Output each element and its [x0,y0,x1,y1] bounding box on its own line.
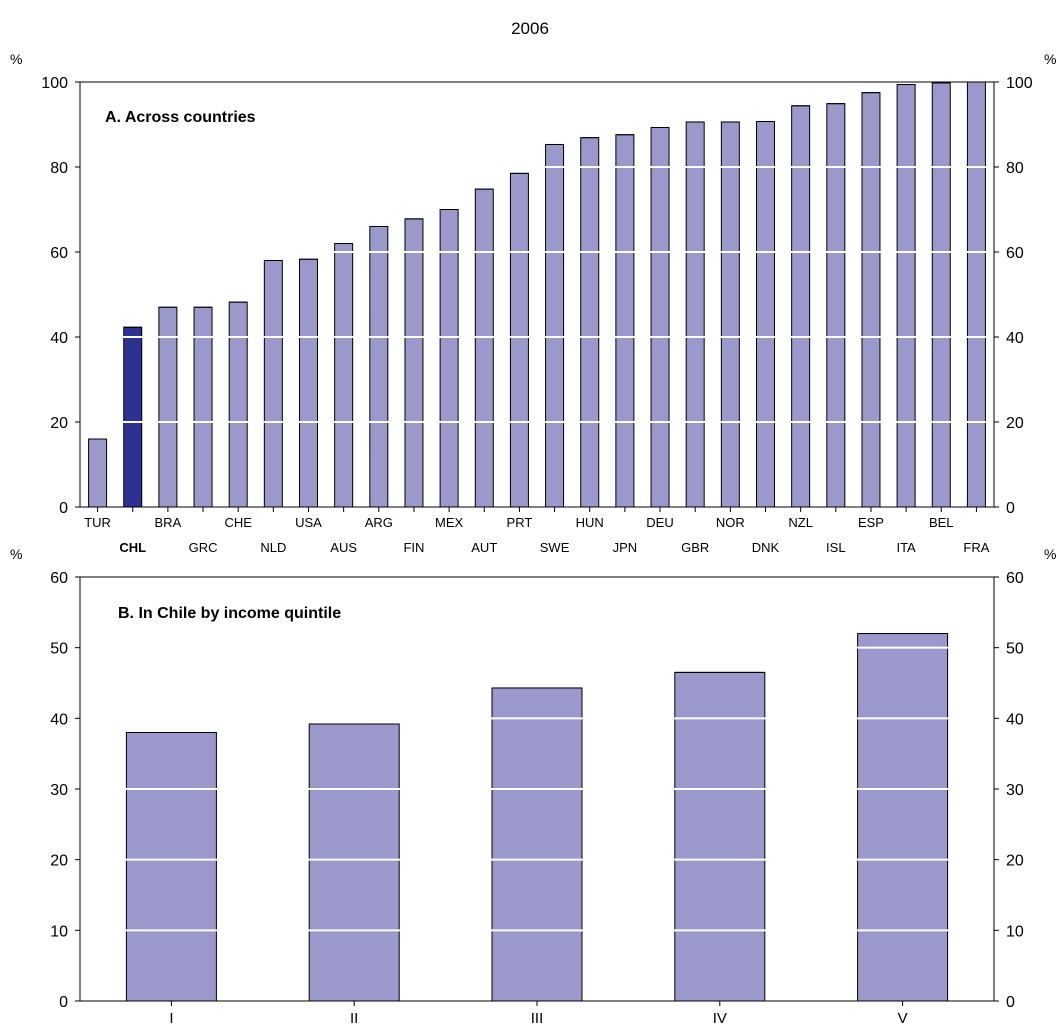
panel-a-xtick-label: DEU [646,515,673,530]
panel-b-ytick-label-left: 0 [59,994,68,1011]
panel-a-bar-mex [439,209,459,508]
panel-b-ytick-label-left: 20 [50,853,68,870]
panel-a-ytick-label-left: 0 [59,500,68,517]
panel-a-bar-esp [861,92,881,508]
panel-a-xtick-label: FIN [403,540,424,555]
panel-b-ytick-label-right: 40 [1006,711,1024,728]
panel-b-ytick-label-left: 50 [50,641,68,658]
panel-b-bar-iii [491,687,583,1002]
panel-b-ytick-label-left: 10 [50,923,68,940]
panel-b-xtick-label: IV [713,1010,727,1027]
panel-a-xtick-label: USA [295,515,322,530]
panel-a-bar-isl [826,103,846,508]
panel-a-xtick-label: ISL [826,540,846,555]
panel-a-xtick-label: CHE [224,515,252,530]
panel-a-bar-aus [334,243,354,508]
panel-a-xtick-label: FRA [963,540,989,555]
panel-a-bar-ita [896,84,916,508]
panel-a-xtick-label: ITA [896,540,916,555]
panel-a-bar-fra [966,81,986,508]
panel-a-plot-frame [79,81,995,508]
panel-a-ytick-label-left: 40 [50,330,68,347]
panel-a-xtick-label: CHL [119,540,146,555]
panel-a-bar-tur [88,438,108,508]
panel-b-bar-v [857,633,949,1002]
panel-b-ytick-label-right: 50 [1006,641,1024,658]
panel-a-ytick-label-right: 60 [1006,245,1024,262]
panel-a-xtick-label: MEX [435,515,464,530]
panel-a-bar-gbr [685,121,705,508]
panel-a-chart: 0 0 20 20 40 40 60 60 80 80 100 100% % TUR CHL BRA GRC CH… [10,51,1056,555]
panel-b-ylabel-right: % [1044,546,1056,562]
panel-a-bar-chl [123,326,143,508]
panel-a-ytick-label-right: 100 [1006,75,1033,92]
panel-a-bar-usa [299,258,318,508]
panel-a-xtick-label: DNK [752,540,780,555]
panel-b-ytick-label-left: 40 [50,711,68,728]
panel-a-bar-fin [404,218,424,508]
panel-a-xtick-label: ARG [365,515,393,530]
panel-b-ytick-label-right: 60 [1006,570,1024,587]
panel-a-xtick-label: PRT [507,515,533,530]
panel-a-bar-swe [545,143,565,508]
panel-a-title: A. Across countries [105,109,256,126]
panel-a-ytick-label-left: 100 [41,75,68,92]
panel-a-xtick-label: AUT [471,540,497,555]
panel-a-ytick-label-left: 20 [50,415,68,432]
panel-b-xtick-label: II [350,1010,358,1027]
panel-b-bar-ii [308,723,400,1002]
panel-a-bar-nor [720,121,740,508]
panel-b-bar-i [125,731,217,1002]
panel-a-xtick-label: TUR [84,515,111,530]
panel-a-bar-dnk [756,121,775,508]
figure-title: 2006 [511,19,549,38]
panel-a-ytick-label-right: 80 [1006,160,1024,177]
panel-a-bar-aut [474,188,494,508]
panel-a-xtick-label: BEL [929,515,954,530]
panel-b-ytick-label-right: 0 [1006,994,1015,1011]
panel-a-bar-arg [369,226,389,508]
panel-b-title: B. In Chile by income quintile [118,605,341,622]
panel-a-bar-nzl [791,105,811,508]
panel-a-bar-che [228,301,248,508]
panel-b-ytick-label-right: 30 [1006,782,1024,799]
panel-a-ytick-label-left: 80 [50,160,68,177]
panel-b-ytick-label-left: 30 [50,782,68,799]
panel-b-ytick-label-right: 20 [1006,853,1024,870]
panel-a-xtick-label: JPN [613,540,638,555]
panel-a-xtick-label: ESP [858,515,884,530]
panel-a-ytick-label-left: 60 [50,245,68,262]
panel-a-xtick-label: NZL [788,515,813,530]
panel-a-ylabel-right: % [1044,51,1056,67]
panel-a-xtick-label: HUN [576,515,604,530]
panel-a-ytick-label-right: 40 [1006,330,1024,347]
panel-a-bar-jpn [615,134,635,508]
panel-b-xtick-label: V [898,1010,908,1027]
panel-a-bar-deu [650,126,670,508]
panel-a-bar-hun [580,137,600,508]
panel-a-xtick-label: NLD [260,540,286,555]
panel-a-bar-nld [263,260,283,508]
panel-a-ytick-label-right: 20 [1006,415,1024,432]
panel-a-xtick-label: GBR [681,540,709,555]
panel-a-xtick-label: SWE [540,540,570,555]
panel-b-ytick-label-right: 10 [1006,923,1024,940]
panel-a-ytick-label-right: 0 [1006,500,1015,517]
panel-b-xtick-label: I [169,1010,173,1027]
panel-b-xtick-label: III [531,1010,544,1027]
panel-a-xtick-label: BRA [155,515,182,530]
panel-a-bar-prt [509,172,529,508]
panel-a-xtick-label: GRC [189,540,218,555]
panel-a-ylabel-left: % [10,51,22,67]
panel-b-bar-iv [674,671,766,1002]
panel-a-bar-bel [931,82,951,508]
panel-b-ytick-label-left: 60 [50,570,68,587]
panel-a-xtick-label: NOR [716,515,745,530]
panel-b-ylabel-left: % [10,546,22,562]
panel-a-xtick-label: AUS [330,540,357,555]
